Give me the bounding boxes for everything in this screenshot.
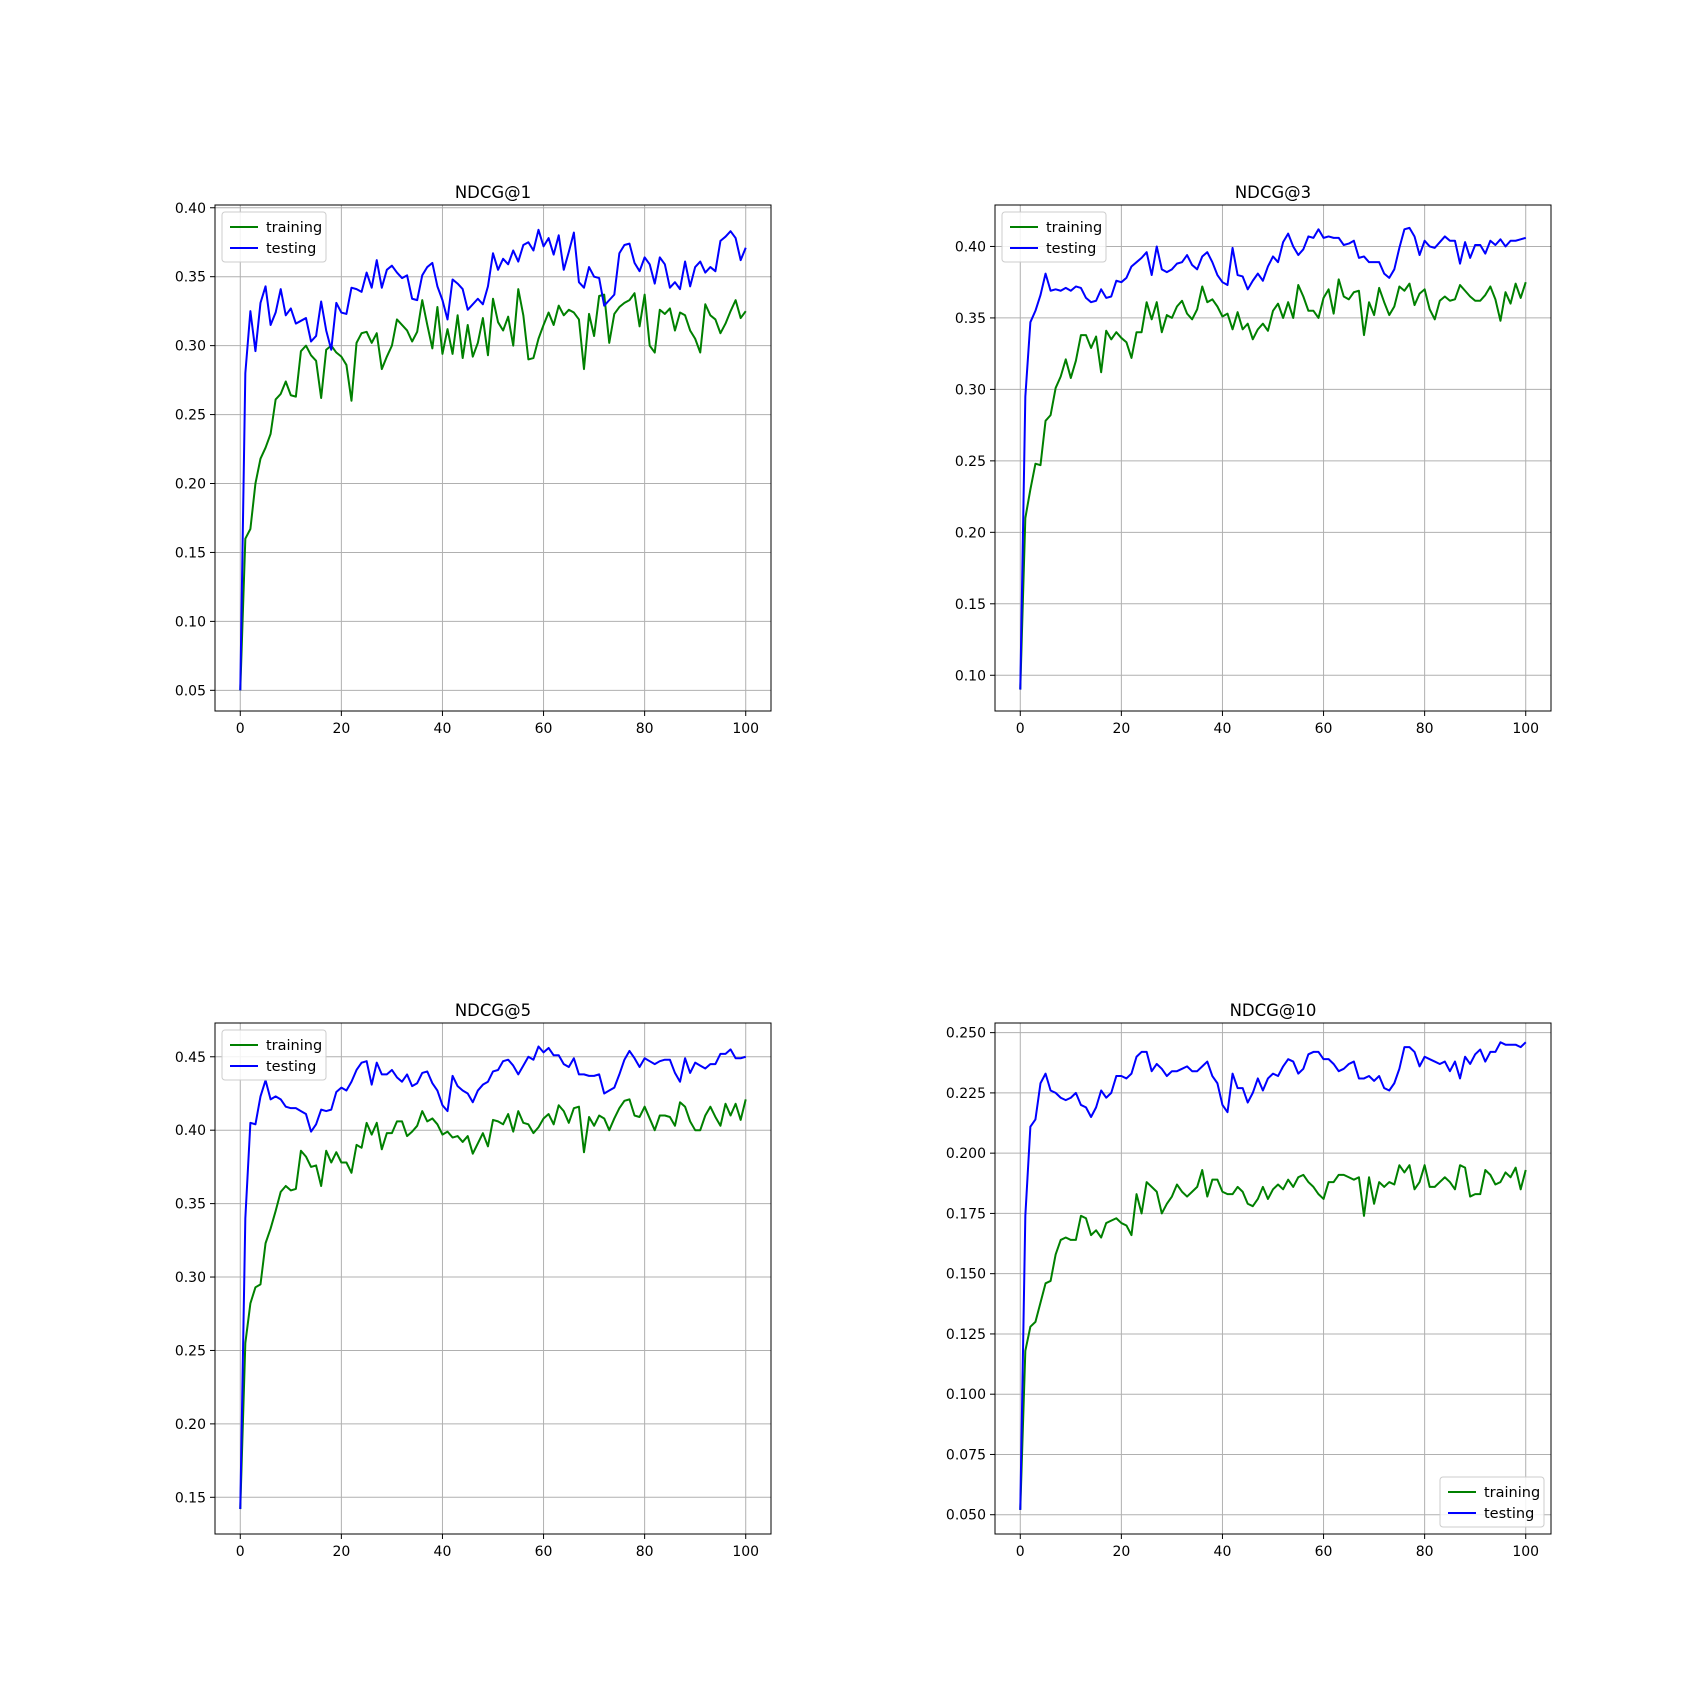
x-tick-label: 40 [1214,721,1232,737]
legend-label-testing: testing [266,1059,316,1075]
legend-label-testing: testing [1484,1506,1534,1522]
y-tick-label: 0.10 [175,614,206,630]
chart-title: NDCG@5 [455,1001,531,1020]
x-tick-label: 100 [1512,721,1539,737]
chart-title: NDCG@1 [455,183,531,202]
chart-panel-4: 0 20 40 60 80 100 0.050 0.075 0.100 0.125 0.150 0.1… [946,1001,1552,1560]
y-tick-label: 0.200 [946,1146,986,1162]
axes-frame [214,204,772,712]
y-tick-label: 0.15 [955,597,986,613]
y-tick-label: 0.075 [946,1447,986,1463]
x-tick-label: 20 [332,721,350,737]
chart-title: NDCG@3 [1235,183,1311,202]
series-line-training [1019,278,1527,690]
x-tick-label: 0 [1016,1544,1025,1560]
x-tick-label: 80 [636,1544,654,1560]
x-tick-label: 60 [1315,1544,1333,1560]
legend-label-training: training [266,220,322,236]
series-line-testing [239,228,747,691]
legend-box [221,1029,327,1081]
y-tick-label: 0.125 [946,1327,986,1343]
y-tick-label: 0.10 [955,668,986,684]
y-tick-label: 0.30 [175,1270,206,1286]
y-tick-label: 0.35 [175,270,206,286]
y-tick-label: 0.15 [175,545,206,561]
x-tick-label: 0 [236,721,245,737]
y-tick-label: 0.35 [955,311,986,327]
axes-frame [994,204,1552,712]
y-tick-label: 0.35 [175,1197,206,1213]
x-tick-label: 40 [434,721,452,737]
x-tick-label: 100 [732,721,759,737]
legend-box [221,211,327,263]
series-line-testing [1019,1041,1527,1510]
x-tick-label: 60 [1315,721,1333,737]
series-line-testing [1019,226,1527,690]
legend-label-training: training [1046,220,1102,236]
legend-label-training: training [1484,1485,1540,1501]
axes-frame [214,1022,772,1535]
y-tick-label: 0.45 [175,1050,206,1066]
chart-panel-3: 0 20 40 60 80 100 0.15 0.20 0.25 0.30 0.35 0.40 0.45… [175,1001,772,1560]
x-tick-label: 60 [535,721,553,737]
chart-title: NDCG@10 [1230,1001,1317,1020]
y-tick-label: 0.05 [175,683,206,699]
y-tick-label: 0.25 [175,408,206,424]
y-tick-label: 0.225 [946,1086,986,1102]
y-tick-label: 0.15 [175,1490,206,1506]
legend-label-testing: testing [1046,241,1096,257]
y-tick-label: 0.175 [946,1206,986,1222]
y-tick-label: 0.30 [955,382,986,398]
legend-box [1439,1476,1545,1528]
legend-label-training: training [266,1038,322,1054]
series-line-testing [239,1045,747,1510]
series-line-training [1019,1164,1527,1510]
legend: training testing [1001,211,1107,263]
y-tick-label: 0.250 [946,1026,986,1042]
y-tick-label: 0.100 [946,1387,986,1403]
x-tick-label: 100 [1512,1544,1539,1560]
y-tick-label: 0.150 [946,1267,986,1283]
x-tick-label: 80 [1416,721,1434,737]
x-tick-label: 100 [732,1544,759,1560]
y-tick-label: 0.20 [175,1417,206,1433]
x-tick-label: 80 [1416,1544,1434,1560]
x-tick-label: 60 [535,1544,553,1560]
y-tick-label: 0.40 [175,1123,206,1139]
y-tick-label: 0.40 [175,201,206,217]
legend: training testing [221,211,327,263]
legend-label-testing: testing [266,241,316,257]
y-tick-label: 0.25 [175,1343,206,1359]
x-tick-label: 80 [636,721,654,737]
y-tick-label: 0.050 [946,1508,986,1524]
y-tick-label: 0.20 [175,477,206,493]
x-tick-label: 20 [1112,1544,1130,1560]
x-tick-label: 20 [1112,721,1130,737]
legend: training testing [221,1029,327,1081]
x-tick-label: 40 [434,1544,452,1560]
x-tick-label: 0 [1016,721,1025,737]
y-tick-label: 0.30 [175,339,206,355]
x-tick-label: 40 [1214,1544,1232,1560]
y-tick-label: 0.20 [955,525,986,541]
y-tick-label: 0.25 [955,454,986,470]
y-tick-label: 0.40 [955,239,986,255]
x-tick-label: 0 [236,1544,245,1560]
chart-panel-2: 0 20 40 60 80 100 0.10 0.15 0.20 0.25 0.30 0.35 0.40… [955,183,1552,737]
x-tick-label: 20 [332,1544,350,1560]
series-line-training [239,288,747,691]
chart-panel-1: 0 20 40 60 80 100 0.05 0.10 0.15 0.20 0.25 0.30 0.35… [175,183,772,737]
series-line-training [239,1098,747,1510]
legend-box [1001,211,1107,263]
axes-frame [994,1022,1552,1535]
legend: training testing [1439,1476,1545,1528]
